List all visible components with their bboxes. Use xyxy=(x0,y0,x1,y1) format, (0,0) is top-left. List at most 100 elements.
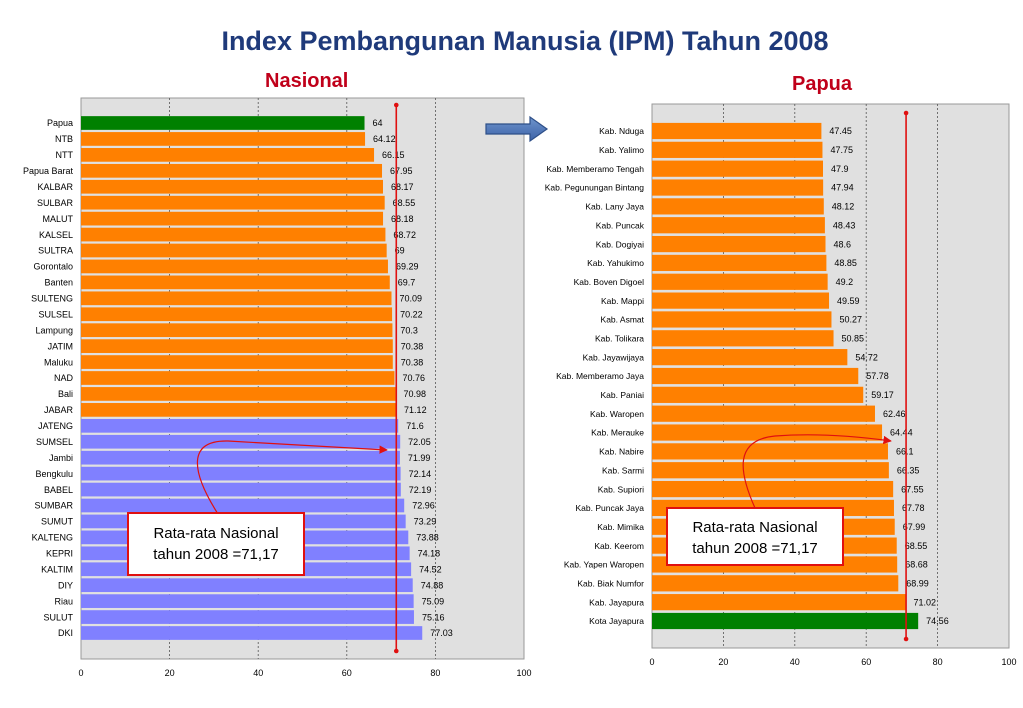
data-label: 64.12 xyxy=(373,134,396,144)
data-label: 64.44 xyxy=(890,428,913,438)
data-label: 69.29 xyxy=(396,262,419,272)
bar xyxy=(652,443,888,460)
bar xyxy=(652,386,864,403)
bar xyxy=(81,466,401,481)
data-label: 72.19 xyxy=(409,485,432,495)
data-label: 66.35 xyxy=(897,465,920,475)
bar xyxy=(652,141,823,158)
data-label: 67.95 xyxy=(390,166,413,176)
bar xyxy=(81,227,386,242)
category-label: Kab. Boven Digoel xyxy=(574,277,645,287)
data-label: 74.18 xyxy=(418,549,441,559)
data-label: 70.38 xyxy=(401,357,424,367)
data-label: 48.43 xyxy=(833,220,856,230)
bar xyxy=(81,195,385,210)
data-label: 48.85 xyxy=(834,258,857,268)
bar xyxy=(652,311,832,328)
category-label: Kab. Nduga xyxy=(599,126,644,136)
category-label: Kab. Biak Numfor xyxy=(577,579,644,589)
category-label: Kab. Yalimo xyxy=(599,145,644,155)
category-label: Kab. Pegunungan Bintang xyxy=(545,183,645,193)
category-label: SULTRA xyxy=(38,246,73,256)
data-label: 69.7 xyxy=(398,278,416,288)
category-label: Papua Barat xyxy=(23,166,74,176)
category-label: Lampung xyxy=(35,325,73,335)
bar xyxy=(652,330,834,347)
data-label: 71.6 xyxy=(406,421,424,431)
bar xyxy=(652,122,822,140)
bar xyxy=(81,179,383,194)
bar xyxy=(81,307,393,322)
category-label: Kab. Lany Jaya xyxy=(585,202,644,212)
category-label: SUMUT xyxy=(41,517,73,527)
data-label: 71.99 xyxy=(408,453,431,463)
category-label: Papua xyxy=(47,118,73,128)
category-label: Kab. Yapen Waropen xyxy=(564,560,644,570)
category-label: Kab. Memberamo Jaya xyxy=(556,371,644,381)
data-label: 68.68 xyxy=(905,560,928,570)
category-label: Kab. Puncak Jaya xyxy=(575,503,644,513)
category-label: Bali xyxy=(58,389,73,399)
bar xyxy=(81,450,400,465)
x-tick-label: 100 xyxy=(1001,657,1016,667)
category-label: SULTENG xyxy=(31,294,73,304)
bar xyxy=(81,275,390,290)
category-label: DKI xyxy=(58,628,73,638)
data-label: 68.18 xyxy=(391,214,414,224)
average-line-end xyxy=(393,648,399,654)
bar xyxy=(81,403,397,417)
category-label: KEPRI xyxy=(46,549,73,559)
category-label: Banten xyxy=(44,278,73,288)
bar xyxy=(81,626,423,640)
bar xyxy=(81,243,387,258)
category-label: Kab. Sarmi xyxy=(602,465,644,475)
category-label: Kota Jayapura xyxy=(589,616,644,626)
bar xyxy=(652,462,889,479)
data-label: 77.03 xyxy=(430,628,453,638)
data-label: 69 xyxy=(395,246,405,256)
data-label: 72.96 xyxy=(412,501,435,511)
data-label: 75.09 xyxy=(422,596,445,606)
data-label: 54.72 xyxy=(855,352,878,362)
data-label: 67.99 xyxy=(903,522,926,532)
bar xyxy=(81,339,393,353)
bar xyxy=(652,349,848,366)
average-callout-left: Rata-rata Nasional tahun 2008 =71,17 xyxy=(127,512,305,576)
data-label: 71.02 xyxy=(914,597,937,607)
category-label: Gorontalo xyxy=(33,262,73,272)
category-label: Kab. Mimika xyxy=(597,522,644,532)
category-label: Kab. Nabire xyxy=(599,447,644,457)
category-label: SULBAR xyxy=(37,198,74,208)
data-label: 62.46 xyxy=(883,409,906,419)
x-tick-label: 100 xyxy=(516,668,531,678)
category-label: SUMSEL xyxy=(36,437,73,447)
category-label: SULUT xyxy=(43,612,73,622)
bar xyxy=(652,612,919,630)
bar xyxy=(81,211,384,226)
data-label: 73.88 xyxy=(416,533,439,543)
data-label: 70.98 xyxy=(403,389,426,399)
category-label: Bengkulu xyxy=(35,469,73,479)
category-label: Kab. Asmat xyxy=(601,315,645,325)
bar xyxy=(652,480,894,498)
data-label: 72.05 xyxy=(408,437,431,447)
category-label: MALUT xyxy=(42,214,73,224)
data-label: 66.1 xyxy=(896,447,914,457)
data-label: 68.55 xyxy=(905,541,928,551)
callout-line-1: Rata-rata Nasional xyxy=(692,519,818,536)
category-label: Maluku xyxy=(44,357,73,367)
data-label: 67.55 xyxy=(901,484,924,494)
category-label: Kab. Paniai xyxy=(601,390,645,400)
data-label: 49.59 xyxy=(837,296,860,306)
papua-chart: 0 20 40 60 80 100 Kab. Nduga 47.45 Kab. Yalimo 47… xyxy=(545,103,1017,667)
left-chart-title: Nasional xyxy=(265,70,349,92)
nasional-chart: 0 20 40 60 80 100 Papua 64 NTB 64.12 NTT 66.15 Papua… xyxy=(23,97,532,678)
category-label: KALSEL xyxy=(39,230,73,240)
bar xyxy=(81,116,365,130)
bar xyxy=(81,355,393,369)
data-label: 74.56 xyxy=(926,616,949,626)
bar xyxy=(81,482,401,497)
category-label: JABAR xyxy=(44,405,74,415)
data-label: 73.29 xyxy=(414,517,437,527)
data-label: 70.3 xyxy=(400,325,418,335)
